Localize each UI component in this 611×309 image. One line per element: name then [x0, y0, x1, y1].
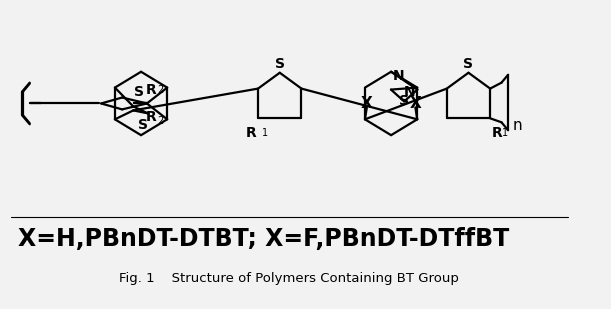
- Text: R: R: [246, 126, 256, 140]
- Text: S: S: [134, 85, 144, 99]
- Text: 2: 2: [157, 85, 163, 95]
- Text: N: N: [393, 69, 404, 83]
- Text: 1: 1: [502, 128, 508, 138]
- Text: S: S: [464, 57, 474, 71]
- Text: 2: 2: [157, 116, 163, 126]
- Text: R: R: [146, 83, 156, 97]
- Text: R: R: [146, 110, 156, 124]
- Text: X: X: [361, 96, 373, 111]
- Text: S: S: [275, 57, 285, 71]
- Text: R: R: [492, 126, 503, 140]
- Text: S: S: [399, 95, 409, 108]
- Text: X=H,PBnDT-DTBT; X=F,PBnDT-DTffBT: X=H,PBnDT-DTBT; X=F,PBnDT-DTffBT: [18, 227, 510, 251]
- Text: n: n: [513, 118, 522, 133]
- Text: X: X: [409, 96, 421, 111]
- Text: S: S: [138, 118, 148, 132]
- Text: 1: 1: [262, 128, 268, 138]
- Text: Fig. 1    Structure of Polymers Containing BT Group: Fig. 1 Structure of Polymers Containing …: [119, 272, 459, 286]
- Text: N: N: [404, 85, 415, 99]
